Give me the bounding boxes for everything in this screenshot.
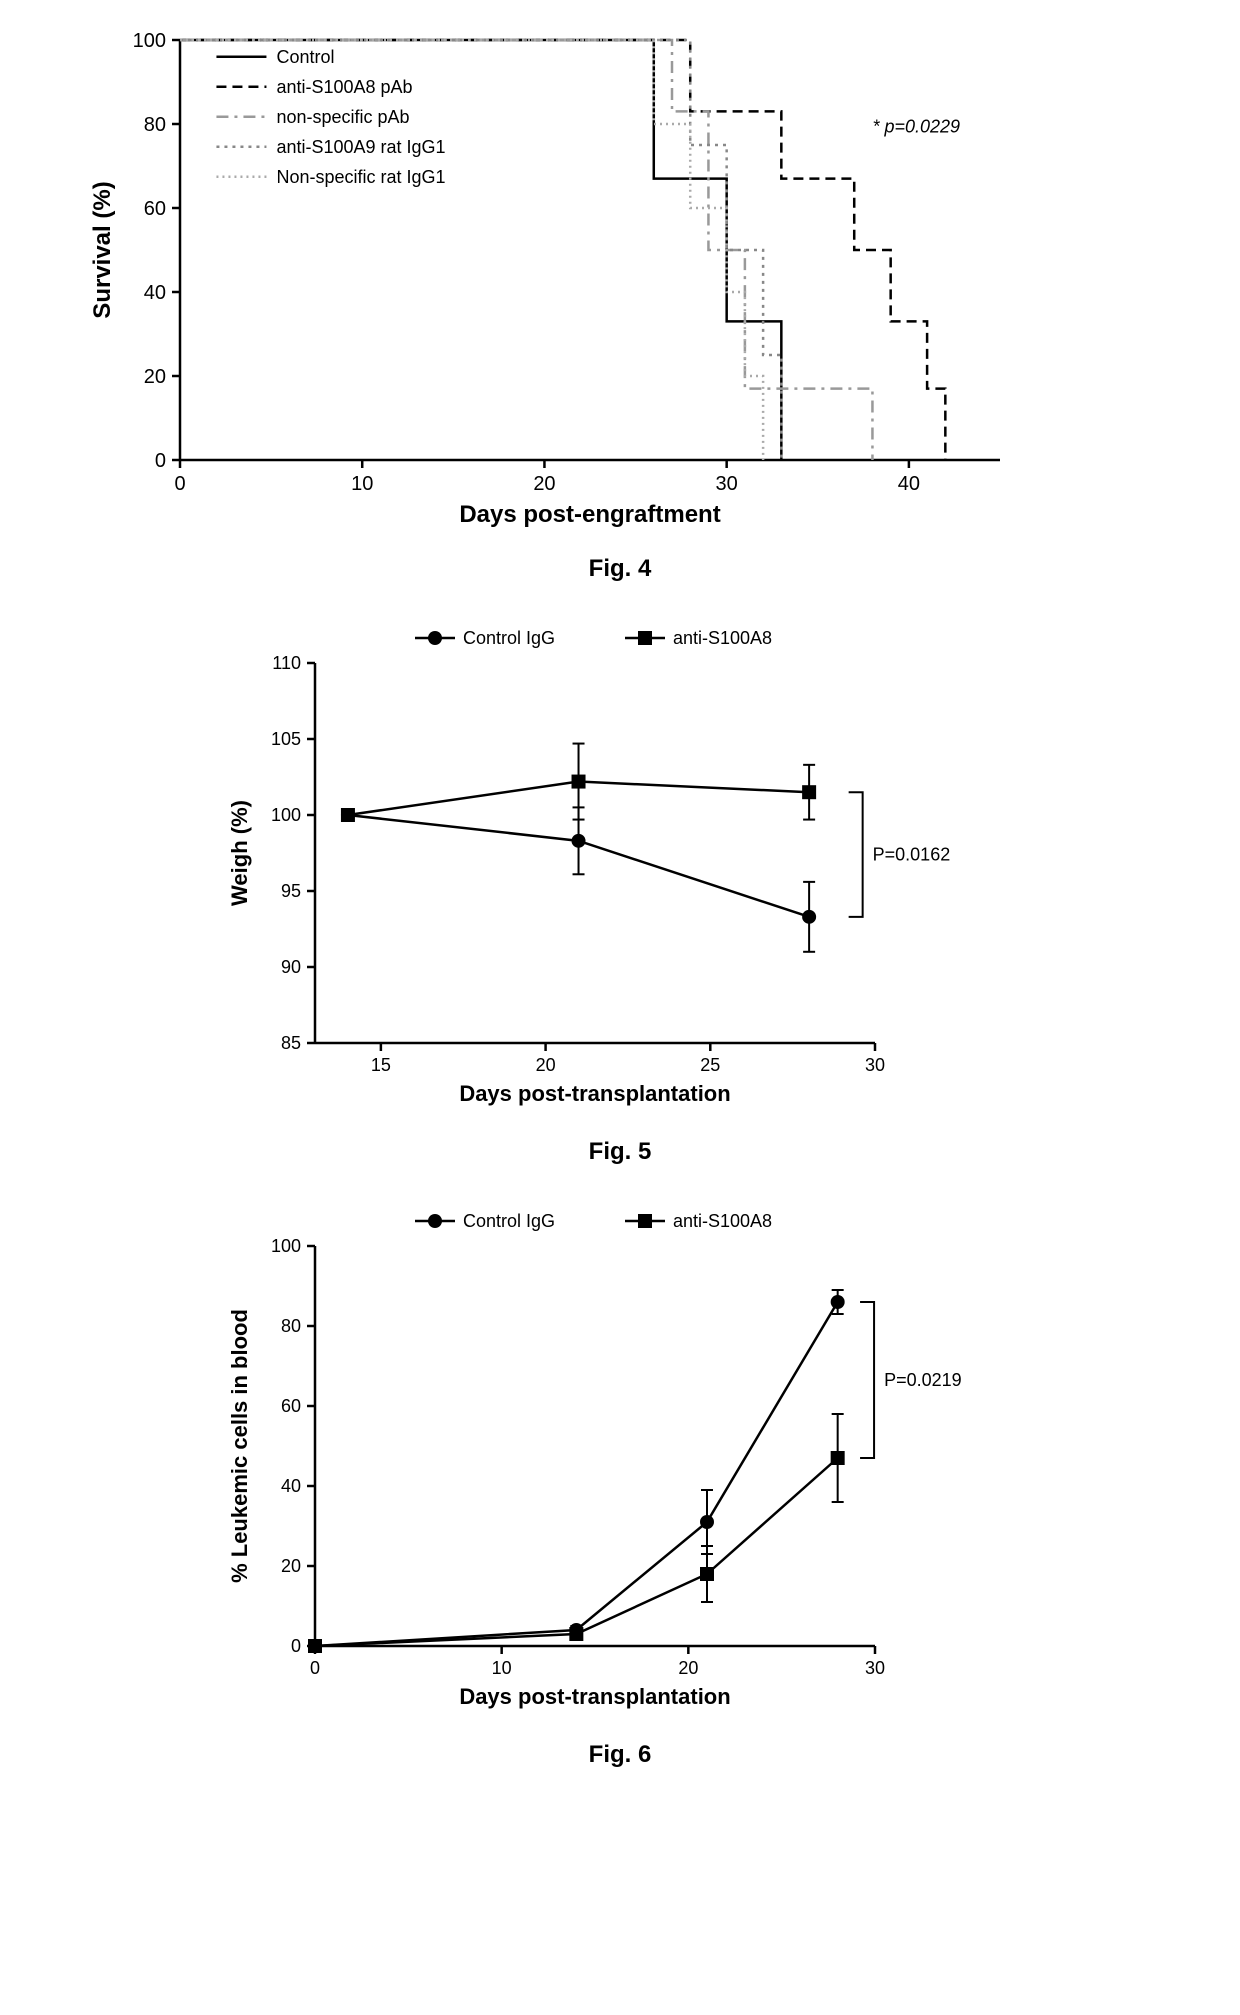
svg-text:anti-S100A8: anti-S100A8 — [673, 1211, 772, 1231]
svg-text:20: 20 — [281, 1556, 301, 1576]
svg-text:Days post-engraftment: Days post-engraftment — [459, 501, 720, 528]
svg-text:40: 40 — [144, 282, 166, 304]
fig6-caption: Fig. 6 — [589, 1741, 652, 1769]
fig6-block: 0 20 40 60 80 100 0 10 20 30 Days post-transplanta… — [215, 1196, 1025, 1769]
svg-text:40: 40 — [281, 1476, 301, 1496]
fig4-caption: Fig. 4 — [589, 555, 652, 583]
svg-text:20: 20 — [533, 473, 555, 495]
fig5-block: 85 90 95 100 105 110 15 20 25 30 Days post-transpl… — [215, 613, 1025, 1166]
svg-text:60: 60 — [281, 1396, 301, 1416]
svg-text:100: 100 — [271, 1236, 301, 1256]
svg-text:anti-S100A8: anti-S100A8 — [673, 628, 772, 648]
svg-text:* p=0.0229: * p=0.0229 — [872, 116, 960, 136]
svg-text:95: 95 — [281, 881, 301, 901]
svg-text:30: 30 — [865, 1658, 885, 1678]
svg-text:Control: Control — [276, 47, 334, 67]
svg-text:20: 20 — [536, 1055, 556, 1075]
svg-text:Days post-transplantation: Days post-transplantation — [459, 1684, 730, 1709]
svg-text:P=0.0162: P=0.0162 — [873, 845, 951, 865]
svg-text:0: 0 — [174, 473, 185, 495]
svg-text:30: 30 — [716, 473, 738, 495]
figure-container: 020406080100010203040Days post-engraftme… — [20, 20, 1220, 1769]
svg-text:15: 15 — [371, 1055, 391, 1075]
svg-text:0: 0 — [155, 450, 166, 472]
svg-text:80: 80 — [144, 114, 166, 136]
svg-text:% Leukemic cells in blood: % Leukemic cells in blood — [227, 1309, 252, 1583]
svg-text:0: 0 — [310, 1658, 320, 1678]
svg-text:20: 20 — [144, 366, 166, 388]
svg-text:105: 105 — [271, 729, 301, 749]
fig5-caption: Fig. 5 — [589, 1138, 652, 1166]
svg-text:10: 10 — [492, 1658, 512, 1678]
svg-text:Days post-transplantation: Days post-transplantation — [459, 1081, 730, 1106]
svg-text:90: 90 — [281, 957, 301, 977]
svg-text:0: 0 — [291, 1636, 301, 1656]
svg-text:25: 25 — [700, 1055, 720, 1075]
svg-text:80: 80 — [281, 1316, 301, 1336]
svg-text:Survival (%): Survival (%) — [89, 181, 116, 318]
svg-text:anti-S100A9 rat IgG1: anti-S100A9 rat IgG1 — [276, 137, 445, 157]
svg-text:Weigh (%): Weigh (%) — [227, 800, 252, 906]
svg-text:Control IgG: Control IgG — [463, 628, 555, 648]
svg-text:100: 100 — [271, 805, 301, 825]
fig5-chart: 85 90 95 100 105 110 15 20 25 30 Days post-transpl… — [215, 613, 1025, 1123]
fig4-block: 0 20 40 60 80 100 0 10 20 30 40 Days post-engraftme… — [80, 20, 1160, 583]
svg-text:110: 110 — [272, 653, 301, 673]
fig4-chart: 0 20 40 60 80 100 0 10 20 30 40 Days post-engraftme… — [80, 20, 1160, 540]
svg-text:85: 85 — [281, 1033, 301, 1053]
svg-text:40: 40 — [898, 473, 920, 495]
svg-text:60: 60 — [144, 198, 166, 220]
fig6-chart: 0 20 40 60 80 100 0 10 20 30 Days post-transplanta… — [215, 1196, 1025, 1726]
svg-text:10: 10 — [351, 473, 373, 495]
svg-text:100: 100 — [133, 30, 166, 52]
svg-text:anti-S100A8 pAb: anti-S100A8 pAb — [276, 77, 412, 97]
svg-text:Non-specific rat IgG1: Non-specific rat IgG1 — [276, 167, 445, 187]
svg-text:20: 20 — [678, 1658, 698, 1678]
svg-text:30: 30 — [865, 1055, 885, 1075]
svg-text:non-specific pAb: non-specific pAb — [276, 107, 409, 127]
svg-text:Control IgG: Control IgG — [463, 1211, 555, 1231]
svg-text:P=0.0219: P=0.0219 — [884, 1370, 962, 1390]
